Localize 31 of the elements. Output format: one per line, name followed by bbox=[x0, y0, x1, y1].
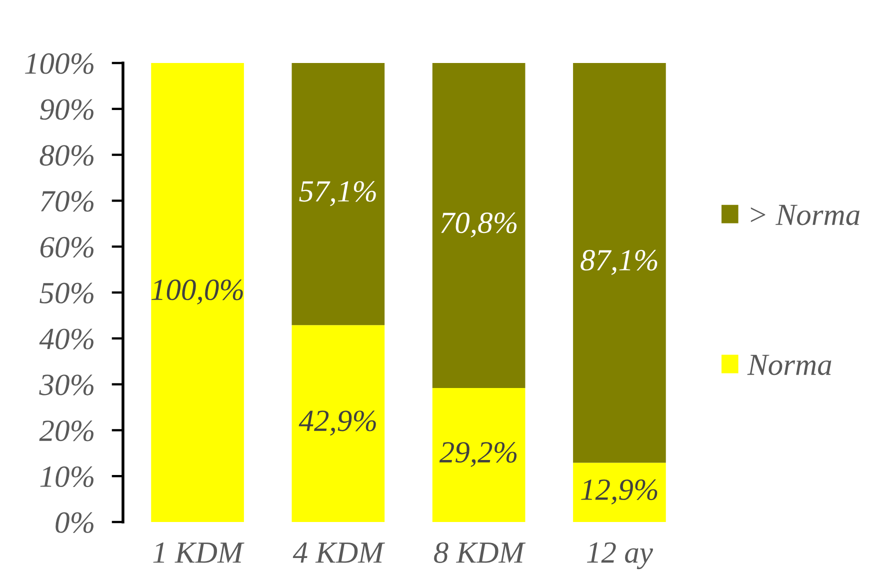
y-tick-label: 0% bbox=[56, 512, 94, 534]
y-tick-label: 100% bbox=[25, 53, 94, 74]
bar bbox=[292, 63, 385, 326]
y-tick-label: 80% bbox=[40, 145, 94, 166]
x-tick-label: 8 KDM bbox=[434, 542, 526, 563]
data-label: 29,2% bbox=[439, 442, 517, 468]
data-label: 87,1% bbox=[580, 250, 658, 275]
bar bbox=[432, 388, 526, 522]
bar bbox=[432, 63, 526, 388]
bar bbox=[573, 462, 666, 522]
data-label: 57,1% bbox=[299, 181, 376, 206]
bar bbox=[573, 63, 666, 463]
data-label: 100,0% bbox=[152, 280, 243, 305]
y-tick-label: 70% bbox=[40, 190, 94, 212]
y-tick-label: 90% bbox=[40, 99, 94, 120]
x-tick-label: 4 KDM bbox=[292, 542, 385, 563]
legend-label: Norma bbox=[747, 354, 832, 376]
data-label: 12,9% bbox=[581, 479, 658, 504]
data-label: 70,8% bbox=[441, 212, 517, 238]
bar bbox=[151, 63, 244, 522]
y-tick-label: 20% bbox=[39, 420, 94, 442]
y-tick-label: 10% bbox=[40, 466, 94, 488]
y-tick-label: 60% bbox=[40, 236, 94, 258]
legend-label: > Norma bbox=[750, 204, 860, 226]
y-tick-label: 30% bbox=[39, 374, 94, 396]
x-tick-label: 12 ay bbox=[587, 542, 653, 570]
bar bbox=[292, 325, 385, 522]
y-tick-label: 50% bbox=[40, 282, 94, 304]
data-label: 42,9% bbox=[298, 410, 376, 436]
y-tick-label: 40% bbox=[39, 328, 94, 350]
x-tick-label: 1 KDM bbox=[153, 542, 244, 563]
